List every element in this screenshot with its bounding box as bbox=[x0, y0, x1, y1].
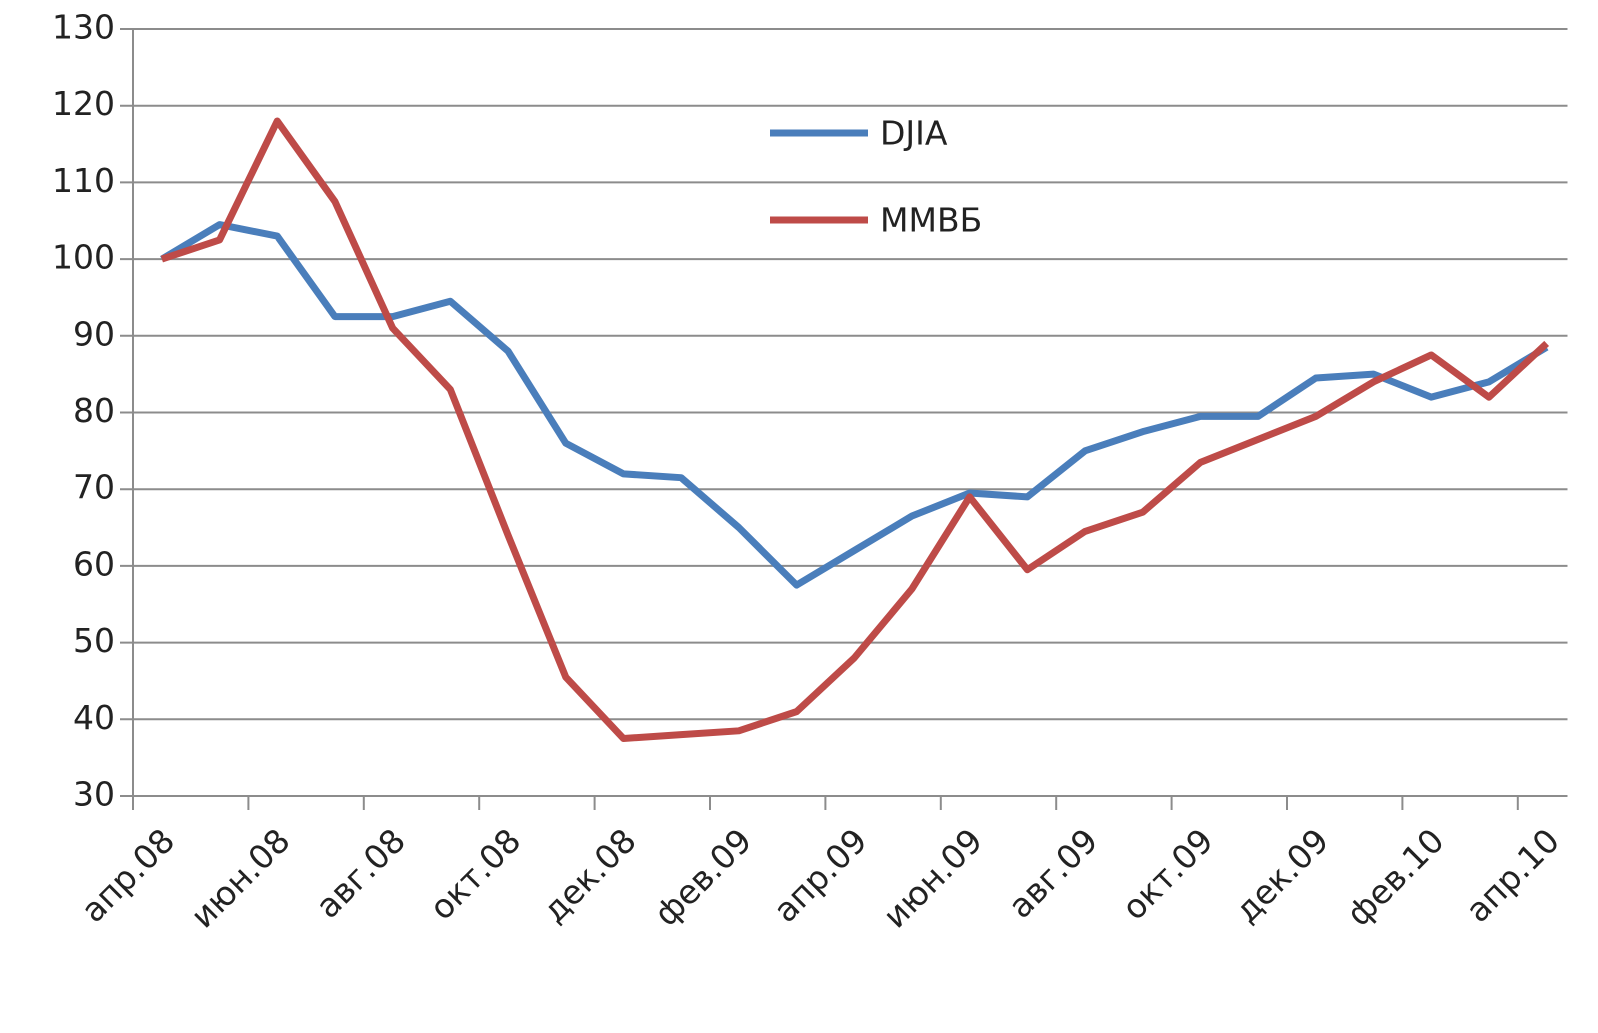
x-tick-label: июн.08 bbox=[183, 821, 298, 936]
series-line bbox=[160, 117, 1550, 742]
x-tick-label: июн.09 bbox=[875, 821, 990, 936]
x-tick-label: окт.08 bbox=[422, 821, 529, 928]
x-tick-label: дек.09 bbox=[1227, 821, 1336, 930]
y-tick-label: 100 bbox=[52, 238, 115, 277]
y-tick-label: 70 bbox=[73, 468, 115, 507]
x-tick-label: авг.09 bbox=[1000, 821, 1105, 926]
x-tick-label: окт.09 bbox=[1114, 821, 1221, 928]
legend-label: ММВБ bbox=[880, 201, 982, 240]
x-tick-label: апр.08 bbox=[73, 821, 182, 930]
x-tick-label: авг.08 bbox=[308, 821, 413, 926]
x-tick-label: апр.09 bbox=[766, 821, 875, 930]
y-tick-label: 120 bbox=[52, 84, 115, 123]
series-line bbox=[160, 221, 1549, 589]
y-tick-label: 110 bbox=[52, 161, 115, 200]
x-tick-label: фев.09 bbox=[646, 821, 759, 934]
x-tick-label: фев.10 bbox=[1339, 821, 1452, 934]
y-tick-label: 40 bbox=[73, 698, 115, 737]
y-tick-label: 80 bbox=[73, 391, 115, 430]
y-tick-label: 60 bbox=[73, 544, 115, 583]
y-tick-label: 90 bbox=[73, 314, 115, 353]
x-tick-label: апр.10 bbox=[1458, 821, 1567, 930]
y-tick-label: 130 bbox=[52, 8, 115, 47]
y-tick-label: 30 bbox=[73, 775, 115, 814]
y-tick-label: 50 bbox=[73, 621, 115, 660]
legend-label: DJIA bbox=[880, 114, 948, 153]
x-tick-label: дек.08 bbox=[535, 821, 644, 930]
